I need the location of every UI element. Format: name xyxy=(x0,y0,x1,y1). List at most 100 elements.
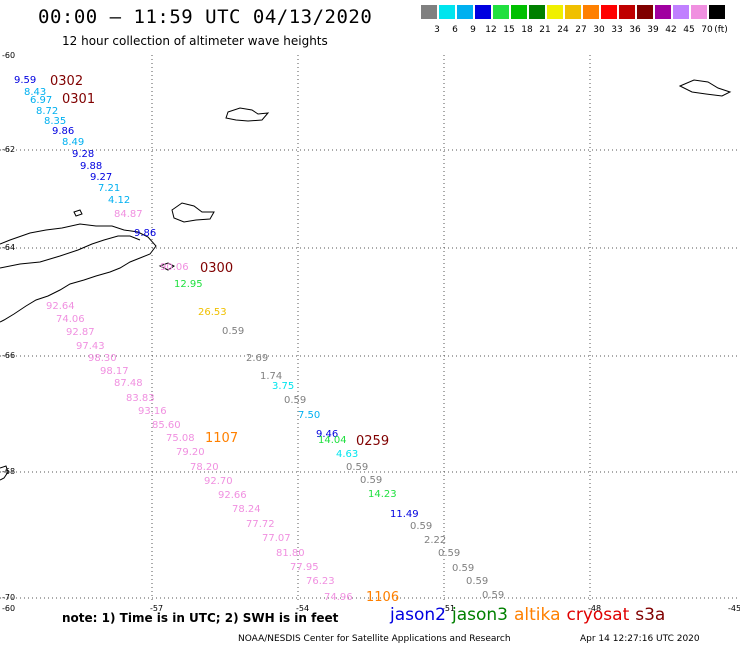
wave-height-value: 9.59 xyxy=(14,75,36,86)
wave-height-value: 14.23 xyxy=(368,489,397,500)
wave-height-value: 85.60 xyxy=(152,420,181,431)
wave-height-value: 74.06 xyxy=(56,314,85,325)
wave-height-value: 92.66 xyxy=(218,490,247,501)
legend-swatch xyxy=(475,5,491,19)
wave-height-value: 78.20 xyxy=(190,462,219,473)
mission-jason3: jason3 xyxy=(452,605,508,625)
legend-label: 70 xyxy=(701,25,713,35)
lat-label: -68 xyxy=(2,467,15,476)
wave-height-value: 0.59 xyxy=(438,548,460,559)
wave-height-value: 74.96 xyxy=(324,592,353,603)
lat-label: -60 xyxy=(2,51,15,60)
legend-label: 9 xyxy=(470,25,476,35)
wave-height-value: 77.95 xyxy=(290,562,319,573)
wave-height-value: 92.70 xyxy=(204,476,233,487)
legend-label: 12 xyxy=(485,25,497,35)
small-islet xyxy=(158,262,175,271)
credit-line: NOAA/NESDIS Center for Satellite Applica… xyxy=(238,634,511,644)
wave-height-value: 98.17 xyxy=(100,366,129,377)
legend-swatch xyxy=(709,5,725,19)
generated-timestamp: Apr 14 12:27:16 UTC 2020 xyxy=(580,634,700,644)
wave-height-value: 75.08 xyxy=(166,433,195,444)
peninsula-coast xyxy=(0,223,157,323)
mission-cryosat: cryosat xyxy=(566,605,630,625)
wave-height-observations: 9.598.436.978.728.359.868.499.289.889.27… xyxy=(14,75,504,603)
wave-height-value: 90.06 xyxy=(160,262,189,273)
wave-height-value: 0.59 xyxy=(466,576,488,587)
wave-height-value: 9.86 xyxy=(52,126,74,137)
legend-swatch xyxy=(421,5,437,19)
wave-height-value: 93.16 xyxy=(138,406,167,417)
pass-time-labels: 0302 0301 0300 0259 1107 1106 xyxy=(50,74,399,605)
legend-swatch xyxy=(547,5,563,19)
wave-height-value: 84.87 xyxy=(114,209,143,220)
legend-swatch xyxy=(493,5,509,19)
island-coast-mid xyxy=(171,202,215,223)
wave-height-value: 87.48 xyxy=(114,378,143,389)
legend-label: 45 xyxy=(683,25,695,35)
legend-label: 27 xyxy=(575,25,587,35)
wave-height-value: 0.59 xyxy=(222,326,244,337)
wave-height-value: 0.59 xyxy=(482,590,504,601)
pass-time-label: 0259 xyxy=(356,434,389,449)
legend-unit: (ft) xyxy=(714,25,728,35)
wave-height-value: 76.23 xyxy=(306,576,335,587)
wave-height-value: 78.24 xyxy=(232,504,261,515)
wave-height-value: 4.12 xyxy=(108,195,130,206)
legend-swatch xyxy=(637,5,653,19)
wave-height-value: 92.64 xyxy=(46,301,75,312)
wave-height-value: 9.28 xyxy=(72,149,94,160)
wave-height-value: 0.59 xyxy=(360,475,382,486)
pass-time-label: 0301 xyxy=(62,92,95,107)
wave-height-value: 26.53 xyxy=(198,307,227,318)
legend-swatch xyxy=(529,5,545,19)
wave-height-value: 0.59 xyxy=(410,521,432,532)
lat-label: -64 xyxy=(2,243,15,252)
wave-height-value: 81.80 xyxy=(276,548,305,559)
wave-height-value: 0.59 xyxy=(284,395,306,406)
mission-altika: altika xyxy=(514,605,561,625)
legend-swatch xyxy=(457,5,473,19)
lat-label: -70 xyxy=(2,593,15,602)
legend-label: 21 xyxy=(539,25,551,35)
mission-s3a: s3a xyxy=(635,605,666,625)
lat-label: -62 xyxy=(2,145,15,154)
wave-height-value: 8.72 xyxy=(36,106,58,117)
pass-time-label: 1107 xyxy=(205,431,238,446)
wave-height-value: 7.50 xyxy=(298,410,320,421)
coastline-outlines xyxy=(0,79,732,481)
pass-time-label: 1106 xyxy=(366,590,399,605)
island-coast-small xyxy=(73,209,83,217)
legend-label: 15 xyxy=(503,25,515,35)
map-subtitle: 12 hour collection of altimeter wave hei… xyxy=(62,34,328,48)
lat-label: -66 xyxy=(2,351,15,360)
legend-swatch xyxy=(691,5,707,19)
legend-label: 42 xyxy=(665,25,677,35)
wave-height-value: 92.87 xyxy=(66,327,95,338)
legend-label: 18 xyxy=(521,25,533,35)
legend-label: 3 xyxy=(434,25,440,35)
island-northeast xyxy=(678,79,732,97)
wave-height-value: 98.30 xyxy=(88,353,117,364)
wave-height-value: 6.97 xyxy=(30,95,52,106)
wave-height-value: 11.49 xyxy=(390,509,419,520)
lon-label: -45 xyxy=(728,604,740,613)
wave-height-value: 14.04 xyxy=(318,435,347,446)
longitude-labels: -60 -57 -54 -51 -48 -45 xyxy=(2,604,740,613)
wave-height-value: 3.75 xyxy=(272,381,294,392)
island-coast-top xyxy=(225,107,270,122)
wave-height-value: 9.86 xyxy=(134,228,156,239)
wave-height-value: 9.88 xyxy=(80,161,102,172)
mission-legend: jason2 jason3 altika cryosat s3a xyxy=(390,605,671,625)
legend-swatch xyxy=(655,5,671,19)
wave-height-value: 79.20 xyxy=(176,447,205,458)
wave-height-value: 9.46 xyxy=(316,429,338,440)
lat-lon-grid xyxy=(0,55,740,602)
legend-swatch xyxy=(439,5,455,19)
legend-swatch xyxy=(583,5,599,19)
wave-height-value: 83.83 xyxy=(126,393,155,404)
legend-label: 39 xyxy=(647,25,659,35)
wave-height-value: 4.63 xyxy=(336,449,358,460)
lon-label: -48 xyxy=(588,604,601,613)
legend-swatch xyxy=(601,5,617,19)
